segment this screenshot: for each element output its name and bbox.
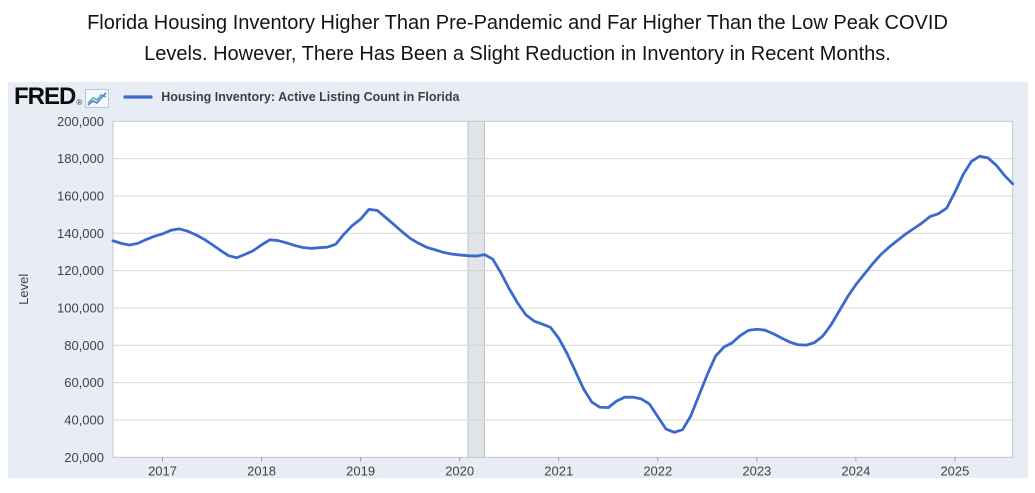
- headline-line-1: Florida Housing Inventory Higher Than Pr…: [87, 12, 948, 34]
- x-tick-label: 2020: [445, 463, 474, 478]
- chart-header: FRED ® Housing Inventory: Active Listing…: [14, 83, 459, 111]
- y-tick-label: 80,000: [64, 338, 104, 353]
- chart-plot[interactable]: 200,000 180,000 160,000 140,000 120,000 100,0…: [8, 82, 1028, 478]
- x-tick-label: 2023: [742, 463, 771, 478]
- y-tick-label: 180,000: [57, 151, 104, 166]
- fred-logo-text: FRED: [14, 83, 76, 110]
- y-tick-label: 140,000: [57, 226, 104, 241]
- x-tick-label: 2018: [247, 463, 276, 478]
- y-tick-label: 160,000: [57, 188, 104, 203]
- legend: Housing Inventory: Active Listing Count …: [123, 90, 459, 104]
- headline-line-2: Levels. However, There Has Been a Slight…: [144, 43, 891, 65]
- x-tick-label: 2024: [841, 463, 870, 478]
- fred-sparkline-icon: [85, 89, 110, 108]
- y-tick-label: 200,000: [57, 114, 104, 129]
- y-tick-label: 100,000: [57, 300, 104, 315]
- x-tick-label: 2025: [940, 463, 969, 478]
- plot-area-background: [113, 121, 1013, 458]
- x-tick-label: 2022: [643, 463, 672, 478]
- recession-band: [467, 121, 485, 458]
- legend-line-swatch: [123, 95, 153, 99]
- x-tick-label: 2019: [346, 463, 375, 478]
- fred-chart-card: FRED ® Housing Inventory: Active Listing…: [8, 82, 1028, 478]
- y-tick-label: 120,000: [57, 263, 104, 278]
- series-line: [111, 154, 1015, 434]
- plot-border: [112, 120, 1014, 458]
- y-tick-label: 40,000: [64, 412, 104, 427]
- y-axis-title: Level: [16, 274, 31, 305]
- x-tick-label: 2017: [148, 463, 177, 478]
- y-tick-label: 60,000: [64, 375, 104, 390]
- legend-label: Housing Inventory: Active Listing Count …: [161, 90, 460, 104]
- x-tick-label: 2021: [544, 463, 573, 478]
- chart-headline: Florida Housing Inventory Higher Than Pr…: [0, 0, 1035, 70]
- fred-logo[interactable]: FRED ®: [14, 83, 110, 110]
- fred-registered-mark: ®: [76, 98, 83, 107]
- y-tick-label: 20,000: [64, 450, 104, 465]
